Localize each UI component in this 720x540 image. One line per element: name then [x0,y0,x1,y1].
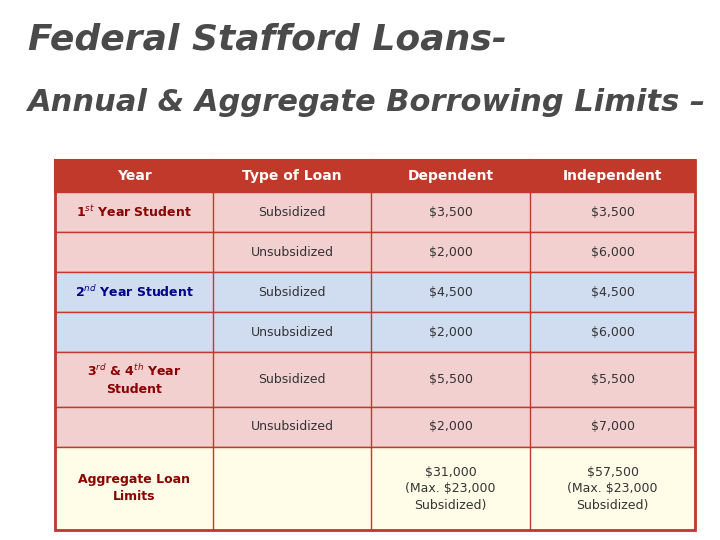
Bar [55,160,695,192]
Bar [55,192,695,232]
Text: Federal Stafford Loans-: Federal Stafford Loans- [28,22,507,56]
Text: Subsidized: Subsidized [258,373,325,386]
Bar [55,447,695,530]
Bar [55,232,695,272]
Text: $6,000: $6,000 [590,326,634,339]
Text: $3,500: $3,500 [428,206,472,219]
Text: Year: Year [117,169,151,183]
Text: $5,500: $5,500 [428,373,472,386]
Text: Subsidized: Subsidized [258,206,325,219]
Text: $4,500: $4,500 [590,286,634,299]
Text: $57,500
(Max. $23,000
Subsidized): $57,500 (Max. $23,000 Subsidized) [567,465,658,511]
Bar [55,272,695,312]
Text: Unsubsidized: Unsubsidized [251,421,333,434]
Text: 3$^{rd}$ & 4$^{th}$ Year
Student: 3$^{rd}$ & 4$^{th}$ Year Student [87,363,181,396]
Text: Subsidized: Subsidized [258,286,325,299]
Text: $3,500: $3,500 [590,206,634,219]
Text: $5,500: $5,500 [590,373,634,386]
Text: 2$^{nd}$ Year Student: 2$^{nd}$ Year Student [75,284,194,300]
Text: $2,000: $2,000 [428,326,472,339]
Text: Independent: Independent [563,169,662,183]
Text: $2,000: $2,000 [428,246,472,259]
Text: Type of Loan: Type of Loan [242,169,342,183]
Text: Dependent: Dependent [408,169,494,183]
Bar [55,160,695,530]
Text: $6,000: $6,000 [590,246,634,259]
Bar [55,352,695,407]
Bar [55,312,695,352]
Text: Unsubsidized: Unsubsidized [251,246,333,259]
Text: Annual & Aggregate Borrowing Limits –: Annual & Aggregate Borrowing Limits – [28,88,706,117]
Text: Aggregate Loan
Limits: Aggregate Loan Limits [78,474,190,503]
Text: $4,500: $4,500 [428,286,472,299]
Text: $7,000: $7,000 [590,421,634,434]
Text: $31,000
(Max. $23,000
Subsidized): $31,000 (Max. $23,000 Subsidized) [405,465,496,511]
Text: Unsubsidized: Unsubsidized [251,326,333,339]
Text: 1$^{st}$ Year Student: 1$^{st}$ Year Student [76,204,192,220]
Text: $2,000: $2,000 [428,421,472,434]
Bar [55,407,695,447]
